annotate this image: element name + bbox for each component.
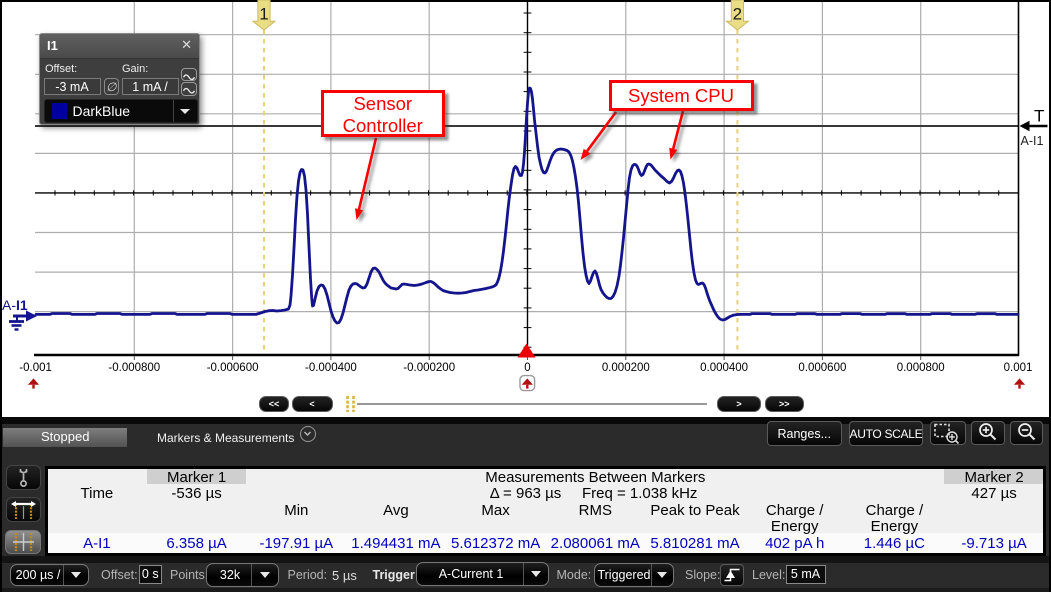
svg-text:A-I1: A-I1 [2, 297, 28, 313]
svg-text:1: 1 [259, 5, 268, 24]
svg-text:2: 2 [733, 5, 742, 24]
svg-text:T: T [1034, 107, 1044, 126]
svg-text:A-I1: A-I1 [1021, 134, 1044, 148]
